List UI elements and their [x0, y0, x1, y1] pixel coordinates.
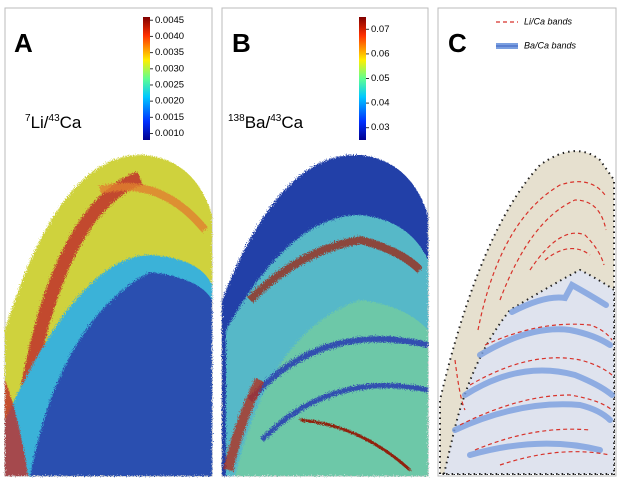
el: Li/ — [31, 113, 49, 132]
colorbar-tick-label: 0.0040 — [155, 31, 184, 42]
colorbar-tick-label: 0.05 — [371, 73, 390, 84]
colorbar — [143, 17, 150, 140]
panel-c: C Li/Ca bands Ba/Ca bands — [437, 7, 617, 477]
colorbar-tick-label: 0.0035 — [155, 47, 184, 58]
colorbar-tick-label: 0.04 — [371, 98, 390, 109]
colorbar-tick-label: 0.06 — [371, 48, 390, 59]
ratio-label: 7Li/43Ca — [25, 113, 82, 132]
iso: 43 — [270, 113, 282, 124]
ratio-label: 138Ba/43Ca — [228, 113, 304, 132]
legend-label: Ba/Ca bands — [524, 40, 577, 50]
heatmap — [222, 154, 429, 476]
panel-a: A 7Li/43Ca — [4, 7, 213, 477]
legend-label: Li/Ca bands — [524, 16, 573, 26]
colorbar-tick-label: 0.0015 — [155, 112, 184, 123]
colorbar-tick-label: 0.0045 — [155, 15, 184, 26]
panel-b: B 138Ba/43Ca — [221, 7, 429, 477]
iso: 138 — [228, 113, 245, 124]
el: Ca — [281, 113, 303, 132]
panel-label: C — [448, 28, 467, 58]
colorbar-tick-label: 0.07 — [371, 24, 390, 35]
colorbar-tick-label: 0.0020 — [155, 96, 184, 107]
ba-bands — [452, 280, 615, 458]
el: Ca — [60, 113, 82, 132]
iso: 7 — [25, 113, 31, 124]
panel-label: B — [232, 28, 251, 58]
iso: 43 — [49, 113, 61, 124]
colorbar — [359, 17, 366, 140]
panel-label: A — [14, 28, 33, 58]
heatmap — [5, 154, 212, 476]
colorbar-tick-label: 0.0030 — [155, 63, 184, 74]
li-bands — [454, 181, 613, 466]
colorbar-tick-label: 0.0025 — [155, 79, 184, 90]
colorbar-tick-label: 0.0010 — [155, 128, 184, 139]
colorbar-tick-label: 0.03 — [371, 122, 390, 133]
el: Ba/ — [245, 113, 271, 132]
